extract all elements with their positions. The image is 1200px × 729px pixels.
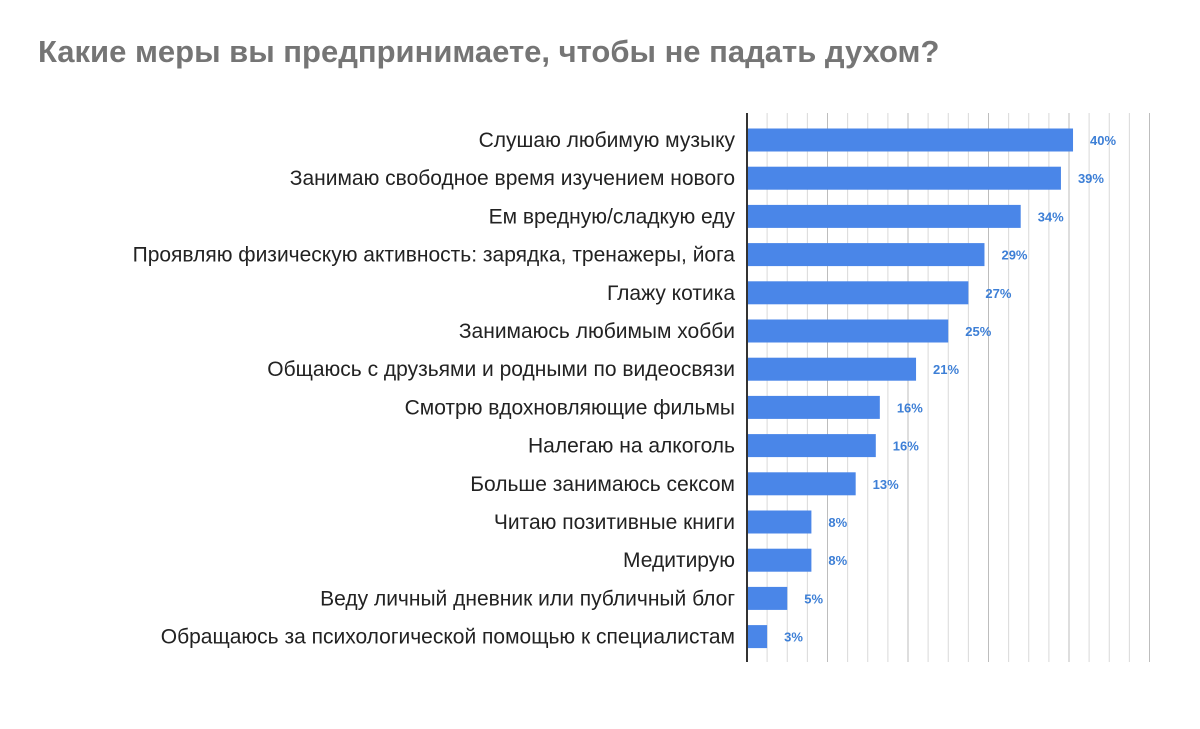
- category-label: Занимаю свободное время изучением нового: [290, 167, 735, 190]
- bars: [747, 128, 1074, 649]
- category-label: Читаю позитивные книги: [494, 511, 735, 534]
- category-label: Смотрю вдохновляющие фильмы: [405, 396, 735, 419]
- category-label: Общаюсь с друзьями и родными по видеосвя…: [267, 358, 735, 381]
- bar: [747, 319, 949, 343]
- data-label: 13%: [873, 477, 899, 492]
- bar: [747, 204, 1021, 228]
- data-label: 40%: [1090, 133, 1116, 148]
- category-label: Обращаюсь за психологической помощью к с…: [161, 626, 735, 649]
- chart-title: Какие меры вы предпринимаете, чтобы не п…: [38, 34, 940, 69]
- bar: [747, 357, 917, 381]
- category-label: Слушаю любимую музыку: [479, 129, 736, 152]
- bar: [747, 243, 985, 267]
- category-label: Веду личный дневник или публичный блог: [320, 587, 735, 610]
- data-label: 34%: [1038, 209, 1064, 224]
- category-label: Больше занимаюсь сексом: [470, 473, 735, 496]
- bar: [747, 281, 969, 305]
- data-label: 3%: [784, 630, 803, 645]
- bar: [747, 510, 812, 534]
- data-label: 21%: [933, 362, 959, 377]
- bar: [747, 548, 812, 572]
- gridlines: [766, 113, 1150, 662]
- data-label: 5%: [804, 591, 823, 606]
- bar: [747, 472, 856, 496]
- category-label: Налегаю на алкоголь: [528, 435, 735, 458]
- category-label: Ем вредную/сладкую еду: [489, 205, 736, 228]
- bar: [747, 166, 1061, 190]
- bar: [747, 586, 788, 610]
- category-label: Проявляю физическую активность: зарядка,…: [133, 244, 736, 267]
- bar: [747, 625, 768, 649]
- data-label: 27%: [985, 286, 1011, 301]
- data-label: 16%: [893, 439, 919, 454]
- bar: [747, 395, 880, 419]
- category-label: Глажу котика: [607, 282, 735, 305]
- data-label: 8%: [828, 515, 847, 530]
- data-label: 29%: [1001, 248, 1027, 263]
- bar: [747, 434, 876, 458]
- category-label: Занимаюсь любимым хобби: [459, 320, 735, 343]
- value-labels: 40% 39% 34% 29% 27% 25% 21% 16% 16% 13% 8% 8% 5% 3%: [784, 133, 1116, 645]
- data-label: 25%: [965, 324, 991, 339]
- data-label: 8%: [828, 553, 847, 568]
- data-label: 39%: [1078, 171, 1104, 186]
- data-label: 16%: [897, 400, 923, 415]
- category-labels: Слушаю любимую музыку Занимаю свободное в…: [133, 129, 736, 649]
- bar: [747, 128, 1074, 152]
- category-label: Медитирую: [623, 549, 735, 572]
